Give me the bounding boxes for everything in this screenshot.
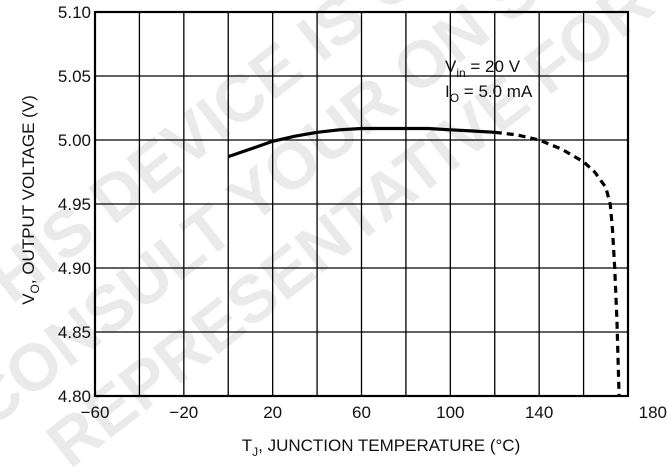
plot-frame <box>93 10 630 398</box>
y-axis-label: VO, OUTPUT VOLTAGE (V) <box>19 95 42 305</box>
x-tick-label: 60 <box>352 403 371 422</box>
y-tick-labels: 4.80 4.85 4.90 4.95 5.00 5.05 5.10 <box>58 3 91 406</box>
x-tick-label: 140 <box>525 403 553 422</box>
curve-solid-segment <box>227 126 495 159</box>
data-series <box>227 126 621 397</box>
y-tick-label: 4.80 <box>58 387 91 406</box>
y-tick-label: 4.90 <box>58 259 91 278</box>
curve-dashed-segment <box>494 130 621 397</box>
annotation-io: IO = 5.0 mA <box>445 82 533 105</box>
y-tick-label: 5.00 <box>58 131 91 150</box>
x-tick-label: 180 <box>639 403 667 422</box>
x-axis-label: TJ, JUNCTION TEMPERATURE (°C) <box>242 436 521 459</box>
x-tick-label: 100 <box>436 403 464 422</box>
y-tick-label: 5.10 <box>58 3 91 22</box>
x-tick-label: −60 <box>81 403 110 422</box>
x-tick-labels: −60 −20 20 60 100 140 180 <box>81 403 667 422</box>
y-tick-label: 5.05 <box>58 67 91 86</box>
x-tick-label: −20 <box>169 403 198 422</box>
y-tick-label: 4.85 <box>58 323 91 342</box>
plot-border <box>93 10 630 398</box>
x-tick-label: 20 <box>263 403 282 422</box>
annotation-vin: Vin = 20 V <box>445 57 521 80</box>
y-tick-label: 4.95 <box>58 195 91 214</box>
